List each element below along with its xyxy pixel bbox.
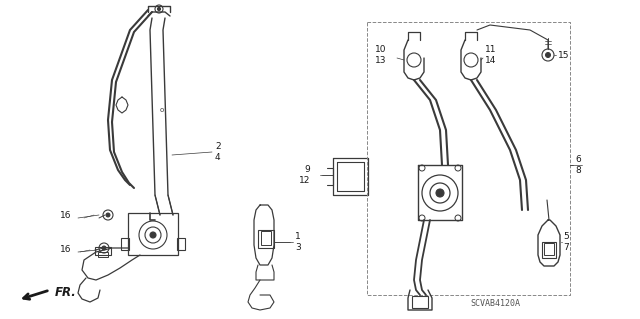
Bar (128, 213, 178, 255)
Bar (95, 247, 111, 255)
Text: 9
12: 9 12 (299, 165, 310, 185)
Text: 16: 16 (60, 246, 72, 255)
Bar (542, 242, 556, 258)
Circle shape (157, 8, 161, 11)
Bar (98, 252, 108, 257)
Bar (261, 231, 271, 245)
Bar (412, 296, 428, 308)
Text: 5
7: 5 7 (563, 232, 569, 252)
Text: o: o (160, 107, 164, 113)
Text: SCVAB4120A: SCVAB4120A (470, 299, 520, 308)
Circle shape (106, 213, 110, 217)
Text: 10
13: 10 13 (375, 45, 387, 65)
Circle shape (436, 189, 444, 197)
Bar (544, 243, 554, 255)
Text: 1
3: 1 3 (295, 232, 301, 252)
Text: 11
14: 11 14 (485, 45, 497, 65)
Circle shape (545, 53, 550, 57)
Circle shape (102, 246, 106, 250)
Text: 6
8: 6 8 (575, 155, 580, 175)
Text: 15: 15 (558, 50, 570, 60)
Circle shape (150, 232, 156, 238)
Bar (121, 238, 129, 250)
Bar (177, 238, 185, 250)
Bar (258, 230, 274, 248)
Text: 2
4: 2 4 (215, 142, 221, 162)
Text: FR.: FR. (55, 286, 77, 300)
Text: 16: 16 (60, 211, 72, 219)
